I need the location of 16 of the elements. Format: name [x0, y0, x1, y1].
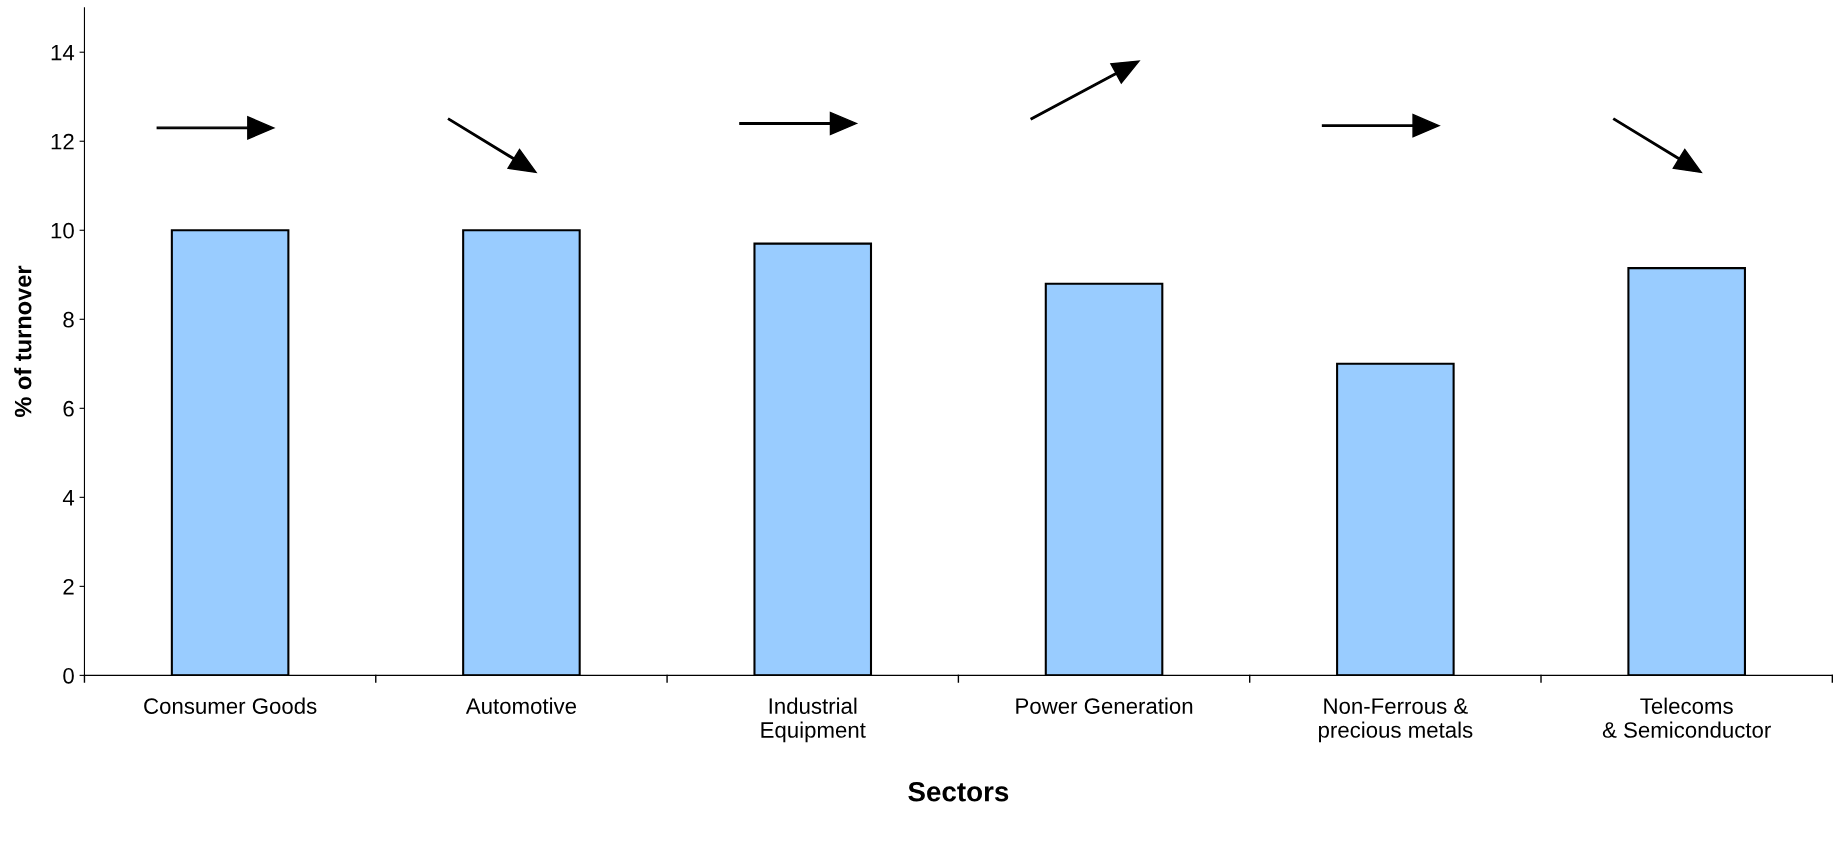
x-tick-label: Telecoms & Semiconductor: [1602, 697, 1771, 738]
y-tick-label: 8: [63, 311, 74, 328]
x-tick-label: Consumer Goods: [144, 697, 317, 714]
x-tick-label: Automotive: [465, 697, 577, 714]
y-tick-label: 12: [51, 133, 74, 150]
x-axis-title: Sectors: [908, 781, 1009, 802]
x-tick-label: Industrial Equipment: [761, 697, 866, 743]
y-tick-label: 0: [63, 667, 74, 684]
x-tick-label: Power Generation: [1016, 697, 1193, 714]
y-tick-label: 10: [51, 222, 74, 239]
y-axis-title: % of turnover: [14, 265, 32, 418]
y-tick-label: 6: [63, 400, 74, 417]
y-tick-label: 14: [51, 44, 75, 61]
y-tick-label: 2: [63, 578, 74, 595]
x-tick-label: Non-Ferrous & precious metals: [1318, 698, 1473, 743]
y-tick-label: 4: [62, 490, 75, 506]
